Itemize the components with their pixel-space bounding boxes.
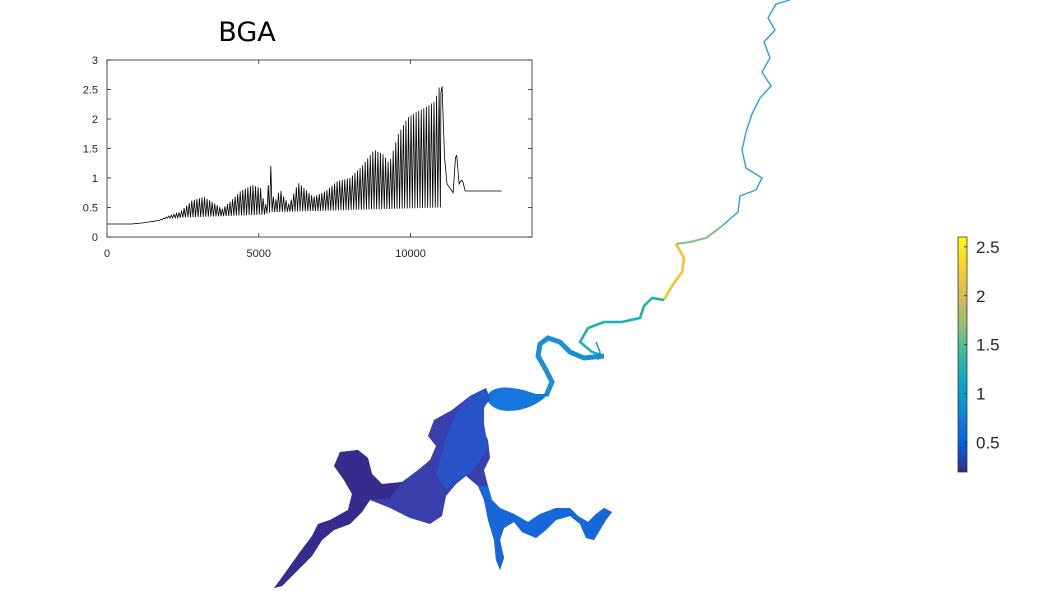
y-tick-label: 1 (92, 173, 98, 185)
river-upper-reach (721, 0, 791, 227)
river-west-lobe (274, 450, 402, 588)
bga-series-line (107, 86, 502, 225)
river-teal-reach (578, 296, 665, 358)
colorbar-ticks: 0.5 1 1.5 2 2.5 (964, 238, 1000, 453)
x-tick-label: 5000 (247, 248, 271, 260)
chart-title: BGA (218, 17, 276, 48)
series-layer (107, 86, 502, 225)
river-basin (274, 388, 612, 588)
colorbar-tick-label: 0.5 (976, 434, 1000, 453)
y-tick-label: 2.5 (83, 85, 98, 97)
y-tick-label: 2 (92, 114, 98, 126)
river-oxbow (595, 341, 601, 361)
river-wide-loop (487, 387, 548, 411)
colorbar-tick-label: 1 (976, 385, 985, 404)
colorbar-tick-label: 2 (976, 287, 985, 306)
x-tick-label: 0 (104, 248, 110, 260)
y-axis: 0 0.5 1 1.5 2 2.5 3 (83, 55, 532, 244)
y-tick-label: 0 (92, 232, 98, 244)
y-tick-label: 0.5 (83, 203, 98, 215)
plot-area (106, 59, 533, 238)
colorbar: 0.5 1 1.5 2 2.5 (957, 236, 1000, 473)
river-basin-center (436, 388, 490, 490)
river-right-branch (478, 486, 612, 570)
river-blue-reach (535, 335, 605, 397)
colorbar-tick-label: 1.5 (976, 336, 1000, 355)
colorbar-scale (957, 236, 968, 473)
bga-inset-chart: BGA 0 5000 10000 0 0.5 1 1.5 2 2.5 3 (83, 17, 533, 260)
x-tick-label: 10000 (395, 248, 426, 260)
y-tick-label: 3 (92, 55, 98, 67)
river-yellow-reach (662, 243, 686, 301)
river-map (274, 0, 791, 588)
river-mid-reach (675, 225, 723, 245)
colorbar-tick-label: 2.5 (976, 238, 1000, 257)
y-tick-label: 1.5 (83, 144, 98, 156)
x-axis: 0 5000 10000 (104, 60, 426, 260)
